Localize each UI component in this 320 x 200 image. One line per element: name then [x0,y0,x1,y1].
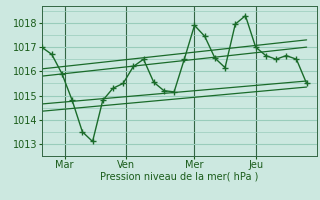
X-axis label: Pression niveau de la mer( hPa ): Pression niveau de la mer( hPa ) [100,172,258,182]
